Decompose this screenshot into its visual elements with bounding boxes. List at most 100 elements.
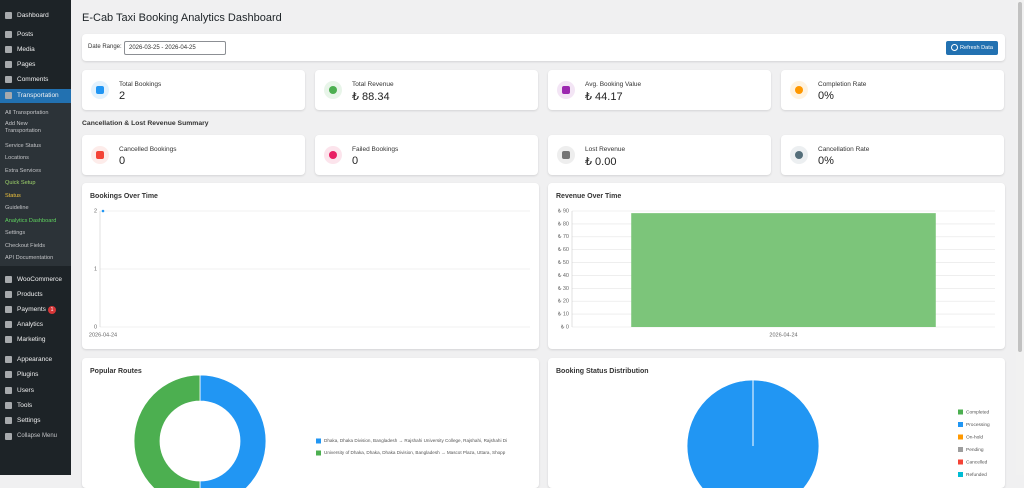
x-tick-label: 2026-04-24 [769,332,797,338]
menu-item[interactable]: Marketing [17,336,46,343]
stat-icon [91,146,109,164]
stat-icon-glyph [96,151,104,159]
menu-item[interactable]: Media [17,46,35,53]
stat-value: 0% [818,90,834,102]
legend-swatch [316,438,321,444]
menu-icon [5,31,12,38]
menu-item[interactable]: Posts [17,31,34,38]
stat-label: Cancelled Bookings [119,146,177,153]
y-tick-label: ₺ 50 [558,259,569,266]
menu-item[interactable]: Pages [17,61,36,68]
stat-value: ₺ 44.17 [585,91,623,103]
stat-icon-glyph [562,151,570,159]
stat-value: 0 [352,155,359,167]
chart-canvas: Dhaka, Dhaka Division, Bangladesh → Rajs… [133,374,507,488]
stat-icon [557,81,575,99]
active-menu-bg [0,89,71,103]
y-tick-label: ₺ 0 [561,323,569,330]
menu-icon [5,46,12,53]
submenu-item[interactable]: Extra Services [5,168,42,174]
legend-label: Completed [966,409,990,415]
menu-item[interactable]: Transportation [17,92,59,99]
menu-item[interactable]: WooCommerce [17,276,63,283]
menu-icon [5,417,12,424]
stat-label: Lost Revenue [585,146,626,153]
stat-card: Avg. Booking Value ₺ 44.17 [548,70,771,110]
submenu-item[interactable]: Service Status [5,143,42,149]
stat-value: ₺ 88.34 [352,91,390,103]
admin-sidebar: Dashboard Posts Media Pages Comments Transpor… [0,0,71,475]
y-tick-label: ₺ 20 [558,298,569,305]
menu-icon [5,276,12,283]
scroll-thumb[interactable] [1018,2,1022,352]
menu-item[interactable]: Analytics [17,321,44,328]
legend-label: Processing [966,422,990,428]
stat-icon-glyph [96,86,104,94]
y-tick-label: 2 [94,208,97,214]
y-tick-label: ₺ 10 [558,311,569,318]
legend-label: University of Dhaka, Dhaka, Dhaka Divisi… [324,450,506,455]
stat-icon [324,146,342,164]
menu-item[interactable]: Appearance [17,356,53,363]
slice [199,374,267,488]
stat-card: Cancellation Rate 0% [781,135,1004,175]
menu-icon [5,387,12,394]
stat-value: 0% [818,155,834,167]
menu-item[interactable]: Users [17,387,34,394]
refresh-button[interactable]: Refresh Data [946,41,998,55]
submenu-bg [0,103,71,266]
stat-icon [790,81,808,99]
submenu-item[interactable]: Checkout Fields [5,243,46,249]
scrollbar[interactable] [1016,0,1024,475]
filter-bar: Date Range: 2026-03-25 - 2026-04-25 Refr… [82,34,1005,61]
chart-title: Booking Status Distribution [556,368,649,375]
menu-item[interactable]: Settings [17,417,41,424]
stat-card: Cancelled Bookings 0 [82,135,305,175]
submenu-item[interactable]: Quick Setup [5,180,36,186]
date-input[interactable]: 2026-03-25 - 2026-04-25 [124,41,226,55]
stat-icon [91,81,109,99]
menu-item[interactable]: Dashboard [17,12,49,19]
stat-card: Total Revenue ₺ 88.34 [315,70,538,110]
page-title: E-Cab Taxi Booking Analytics Dashboard [82,12,282,24]
menu-icon [5,12,12,19]
submenu-item[interactable]: Status [5,193,21,199]
legend-label: Dhaka, Dhaka Division, Bangladesh → Rajs… [324,438,507,443]
stat-label: Total Bookings [119,81,162,88]
menu-icon [5,371,12,378]
stat-label: Completion Rate [818,81,867,88]
submenu-item[interactable]: All Transportation [5,110,49,116]
y-tick-label: ₺ 80 [558,220,569,227]
submenu-item[interactable]: Locations [5,155,29,161]
menu-item[interactable]: Collapse Menu [17,433,58,439]
stat-label: Total Revenue [352,81,394,88]
submenu-item[interactable]: API Documentation [5,255,54,261]
menu-icon [5,402,12,409]
y-tick-label: ₺ 60 [558,246,569,253]
stat-card: Completion Rate 0% [781,70,1004,110]
legend-swatch [958,409,963,415]
chart-title: Revenue Over Time [556,193,622,200]
stat-label: Failed Bookings [352,146,399,153]
submenu-item[interactable]: Add New Transportation [5,121,41,134]
legend-swatch [958,422,963,427]
menu-icon [5,321,12,328]
menu-item[interactable]: Payments [17,306,46,313]
menu-item[interactable]: Plugins [17,371,39,378]
menu-item[interactable]: Tools [17,402,33,409]
notification-badge: 1 [48,306,56,314]
stat-icon-glyph [329,151,337,159]
menu-item[interactable]: Comments [17,76,49,83]
menu-icon [5,336,12,343]
menu-icon [5,433,12,440]
menu-icon [5,291,12,298]
submenu-item[interactable]: Analytics Dashboard [5,218,57,224]
menu-item[interactable]: Products [17,291,43,298]
submenu-item[interactable]: Settings [5,230,26,236]
menu-icon [5,356,12,363]
stat-card: Lost Revenue ₺ 0.00 [548,135,771,175]
stat-icon-glyph [795,151,803,159]
line-point [101,209,105,213]
submenu-item[interactable]: Guideline [5,205,29,211]
